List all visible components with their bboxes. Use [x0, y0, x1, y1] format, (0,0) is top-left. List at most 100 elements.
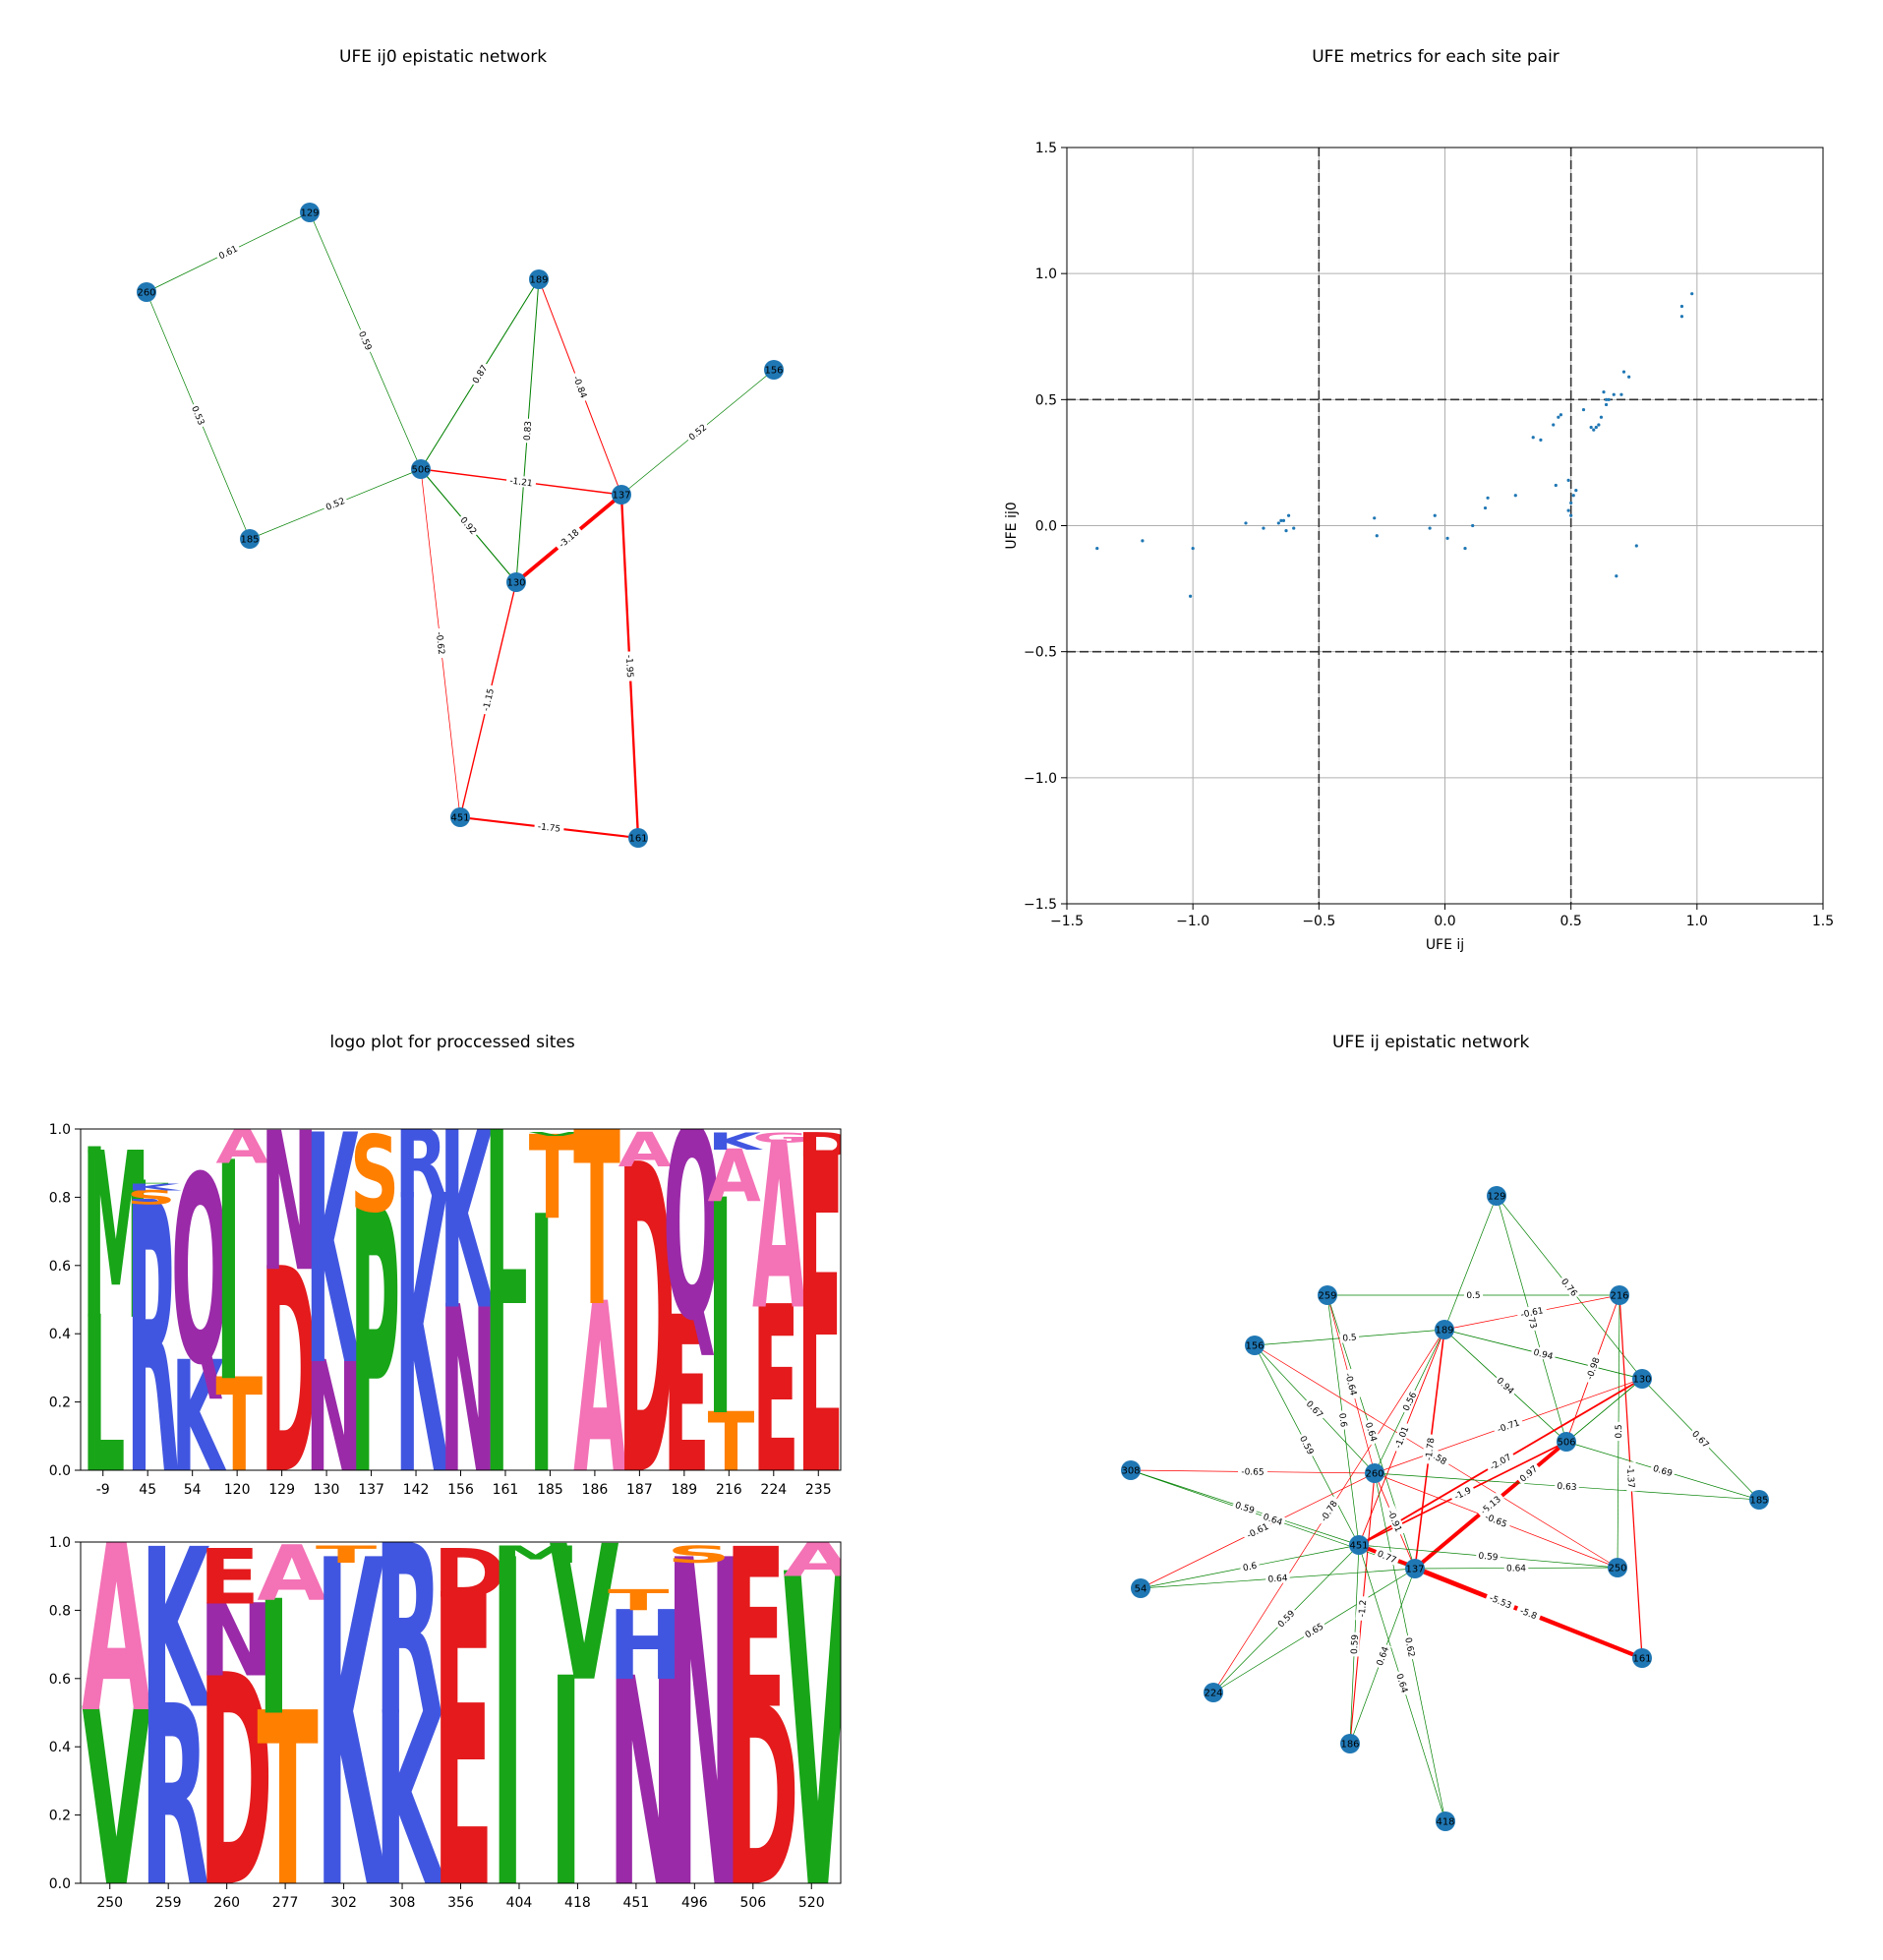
node-circle[interactable]	[612, 485, 631, 505]
network-edge	[1443, 1195, 1498, 1331]
edge-weight-label: 0.5	[1466, 1291, 1480, 1301]
node-label: 224	[1204, 1689, 1222, 1699]
node-circle[interactable]	[1749, 1490, 1769, 1510]
network-node-506[interactable]: 506	[411, 459, 431, 479]
edge-label: 0.59	[1347, 1632, 1361, 1657]
network-node-216[interactable]: 216	[1610, 1285, 1629, 1305]
node-circle[interactable]	[450, 807, 470, 827]
node-circle[interactable]	[1632, 1369, 1652, 1389]
node-circle[interactable]	[1435, 1320, 1454, 1339]
edge-label: 0.6	[1239, 1559, 1261, 1574]
network-node-129[interactable]: 129	[300, 203, 320, 222]
node-circle[interactable]	[1121, 1460, 1141, 1480]
edge-label: -0.64	[1342, 1368, 1361, 1400]
node-circle[interactable]	[1131, 1578, 1150, 1598]
logo-letter: I	[529, 1144, 555, 1505]
node-circle[interactable]	[1365, 1463, 1384, 1483]
network-node-130[interactable]: 130	[506, 572, 526, 592]
scatter-point	[1531, 436, 1535, 440]
network-node-185[interactable]: 185	[1749, 1490, 1769, 1510]
edge-weight-label: 0.59	[1234, 1501, 1256, 1516]
node-circle[interactable]	[1245, 1336, 1265, 1355]
logo-letter: L	[484, 1111, 528, 1360]
node-circle[interactable]	[1349, 1535, 1369, 1555]
network-node-129[interactable]: 129	[1487, 1186, 1506, 1206]
node-circle[interactable]	[1436, 1812, 1455, 1831]
node-circle[interactable]	[137, 282, 156, 302]
network-node-161[interactable]: 161	[628, 828, 648, 848]
network-node-54[interactable]: 54	[1131, 1578, 1150, 1598]
scatter-point	[1612, 392, 1616, 396]
edge-weight-label: -0.65	[1241, 1467, 1264, 1477]
scatter-point	[1095, 546, 1099, 551]
network-node-259[interactable]: 259	[1318, 1285, 1337, 1305]
network-node-185[interactable]: 185	[240, 529, 260, 549]
scatter-plot: −1.5 −1.0 −0.5 0.0 0.5 1.0 1.5 −1.5 −1.0 −0.5 0.0 0…	[1004, 141, 1834, 953]
scatter-point	[1627, 375, 1631, 379]
logo-letter: I	[550, 1618, 583, 1937]
node-circle[interactable]	[1487, 1186, 1506, 1206]
edge-weight-label: -5.53	[1488, 1593, 1512, 1611]
node-circle[interactable]	[529, 269, 549, 289]
logo-letter: K	[394, 1116, 450, 1505]
node-circle[interactable]	[506, 572, 526, 592]
network-node-260[interactable]: 260	[137, 282, 156, 302]
edge-weight-label: 0.63	[1557, 1482, 1577, 1493]
logo-site-label: 250	[96, 1895, 123, 1911]
node-circle[interactable]	[1318, 1285, 1337, 1305]
node-circle[interactable]	[1340, 1734, 1360, 1753]
network-node-418[interactable]: 418	[1436, 1812, 1455, 1831]
edge-label: -1.78	[1422, 1433, 1437, 1464]
node-circle[interactable]	[1632, 1648, 1652, 1668]
edge-label: -1.21	[505, 474, 537, 489]
edge-weight-label: 0.53	[189, 405, 206, 427]
network-node-137[interactable]: 137	[612, 485, 631, 505]
logo-letter: K	[140, 1524, 212, 1758]
logo-letter: K	[126, 1182, 182, 1193]
node-circle[interactable]	[1608, 1558, 1627, 1577]
node-circle[interactable]	[300, 203, 320, 222]
y-tick-label: 0.4	[49, 1327, 71, 1342]
edge-weight-label: 0.94	[1532, 1348, 1554, 1363]
node-circle[interactable]	[1204, 1683, 1223, 1702]
network-node-161[interactable]: 161	[1632, 1648, 1652, 1668]
node-circle[interactable]	[1405, 1559, 1425, 1578]
network-node-224[interactable]: 224	[1204, 1683, 1223, 1702]
logo-letter: D	[199, 1614, 273, 1937]
network-node-130[interactable]: 130	[1632, 1369, 1652, 1389]
edge-label: -0.91	[1384, 1505, 1406, 1537]
network-node-308[interactable]: 308	[1121, 1460, 1141, 1480]
network-node-156[interactable]: 156	[1245, 1336, 1265, 1355]
edge-label: -1.9	[1448, 1482, 1476, 1504]
network-node-189[interactable]: 189	[529, 269, 549, 289]
node-label: 137	[1405, 1565, 1424, 1575]
network-node-189[interactable]: 189	[1435, 1320, 1454, 1339]
edge-label: 0.65	[1300, 1619, 1327, 1641]
logo-letter: D	[261, 1211, 318, 1505]
network-node-186[interactable]: 186	[1340, 1734, 1360, 1753]
network-node-156[interactable]: 156	[764, 360, 784, 380]
edge-label: 0.87	[468, 360, 491, 387]
logo-letter: D	[797, 1125, 854, 1164]
node-circle[interactable]	[1610, 1285, 1629, 1305]
node-circle[interactable]	[628, 828, 648, 848]
network-node-451[interactable]: 451	[450, 807, 470, 827]
node-circle[interactable]	[1557, 1432, 1576, 1452]
edge-label: 0.69	[1649, 1461, 1677, 1479]
edge-label: -1.2	[1355, 1595, 1369, 1622]
node-circle[interactable]	[764, 360, 784, 380]
node-circle[interactable]	[240, 529, 260, 549]
edge-weight-label: -1.37	[1624, 1465, 1635, 1489]
network-node-506[interactable]: 506	[1557, 1432, 1576, 1452]
network-node-137[interactable]: 137	[1405, 1559, 1425, 1578]
network-node-260[interactable]: 260	[1365, 1463, 1384, 1483]
network-node-451[interactable]: 451	[1349, 1535, 1369, 1555]
node-circle[interactable]	[411, 459, 431, 479]
y-tick-label: 1.0	[1035, 267, 1057, 282]
logo-letter: S	[350, 1114, 399, 1236]
edge-weight-label: 0.59	[1478, 1552, 1499, 1564]
node-label: 451	[450, 813, 469, 824]
network-node-250[interactable]: 250	[1608, 1558, 1627, 1577]
scatter-point	[1292, 526, 1296, 530]
scatter-point	[1604, 402, 1609, 407]
